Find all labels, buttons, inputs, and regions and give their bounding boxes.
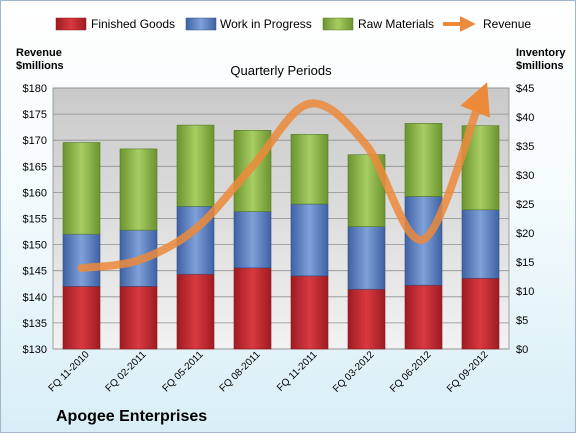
bar-work-in-progress (347, 226, 386, 290)
right-tick-label: $45 (516, 83, 534, 95)
legend-swatch-finished-goods (55, 17, 87, 31)
x-tick-label: FQ 11-2011 (275, 349, 320, 394)
left-tick-label: $140 (23, 292, 47, 304)
left-axis-title-line1: Revenue (16, 47, 62, 59)
legend-label-work-in-progress: Work in Progress (220, 17, 312, 31)
right-tick-label: $15 (516, 257, 534, 269)
bar-work-in-progress (233, 211, 272, 269)
revenue-series (77, 82, 490, 273)
bar-raw-materials (176, 124, 215, 207)
left-tick-label: $155 (23, 214, 47, 226)
right-axis-title-line2: $millions (516, 60, 564, 72)
left-tick-label: $130 (23, 344, 47, 356)
right-axis-ticks: $0 $5 $10 $15 $20 $25 $30 $35 $40 $45 (516, 83, 534, 356)
x-tick-label: FQ 02-2011 (104, 349, 149, 394)
left-tick-label: $145 (23, 266, 47, 278)
right-tick-label: $10 (516, 286, 534, 298)
right-tick-label: $0 (516, 344, 528, 356)
x-tick-label: FQ 03-2012 (331, 349, 377, 395)
company-name: Apogee Enterprises (56, 408, 207, 425)
x-tick-label: FQ 09-2012 (445, 349, 491, 395)
bar-finished-goods (176, 273, 215, 350)
bar-raw-materials (290, 134, 329, 205)
left-axis-ticks: $130 $135 $140 $145 $150 $155 $160 $165 $170 $175… (23, 83, 47, 356)
bar-work-in-progress (62, 233, 101, 287)
right-tick-label: $40 (516, 112, 534, 124)
bar-finished-goods (461, 277, 500, 350)
bars (62, 123, 500, 350)
bar-finished-goods (119, 286, 158, 350)
x-tick-label: FQ 11-2010 (47, 349, 92, 394)
bar-finished-goods (62, 286, 101, 350)
bar-finished-goods (404, 284, 443, 350)
bar-work-in-progress (461, 209, 500, 279)
revenue-line (77, 82, 490, 273)
left-tick-label: $180 (23, 83, 47, 95)
bar-finished-goods (290, 275, 329, 350)
bar-work-in-progress (290, 203, 329, 277)
legend-label-raw-materials: Raw Materials (358, 17, 434, 31)
legend-label-finished-goods: Finished Goods (91, 17, 175, 31)
x-tick-label: FQ 06-2012 (388, 349, 434, 395)
left-tick-label: $170 (23, 135, 47, 147)
legend-swatch-raw-materials (322, 17, 354, 31)
left-tick-label: $150 (23, 240, 47, 252)
left-tick-label: $165 (23, 161, 47, 173)
legend: Finished Goods Work in Progress Raw Mate… (55, 16, 531, 32)
right-tick-label: $20 (516, 228, 534, 240)
legend-swatch-work-in-progress (185, 17, 217, 31)
left-tick-label: $160 (23, 187, 47, 199)
x-tick-label: FQ 05-2011 (161, 349, 206, 394)
legend-label-revenue: Revenue (483, 17, 531, 31)
right-tick-label: $25 (516, 199, 534, 211)
bar-finished-goods (233, 267, 272, 350)
left-axis-title-line2: $millions (16, 60, 64, 72)
left-tick-label: $175 (23, 109, 47, 121)
right-tick-label: $30 (516, 170, 534, 182)
right-axis-title-line1: Inventory (516, 47, 566, 59)
right-tick-label: $35 (516, 141, 534, 153)
bar-raw-materials (404, 123, 443, 197)
bar-raw-materials (62, 142, 101, 235)
x-axis-labels: FQ 11-2010 FQ 02-2011 FQ 05-2011 FQ 08-2011… (47, 349, 491, 395)
bar-finished-goods (347, 288, 386, 350)
x-tick-label: FQ 08-2011 (218, 349, 263, 394)
left-tick-label: $135 (23, 318, 47, 330)
right-tick-label: $5 (516, 315, 528, 327)
bar-raw-materials (119, 148, 158, 231)
chart-subtitle: Quarterly Periods (230, 63, 332, 78)
